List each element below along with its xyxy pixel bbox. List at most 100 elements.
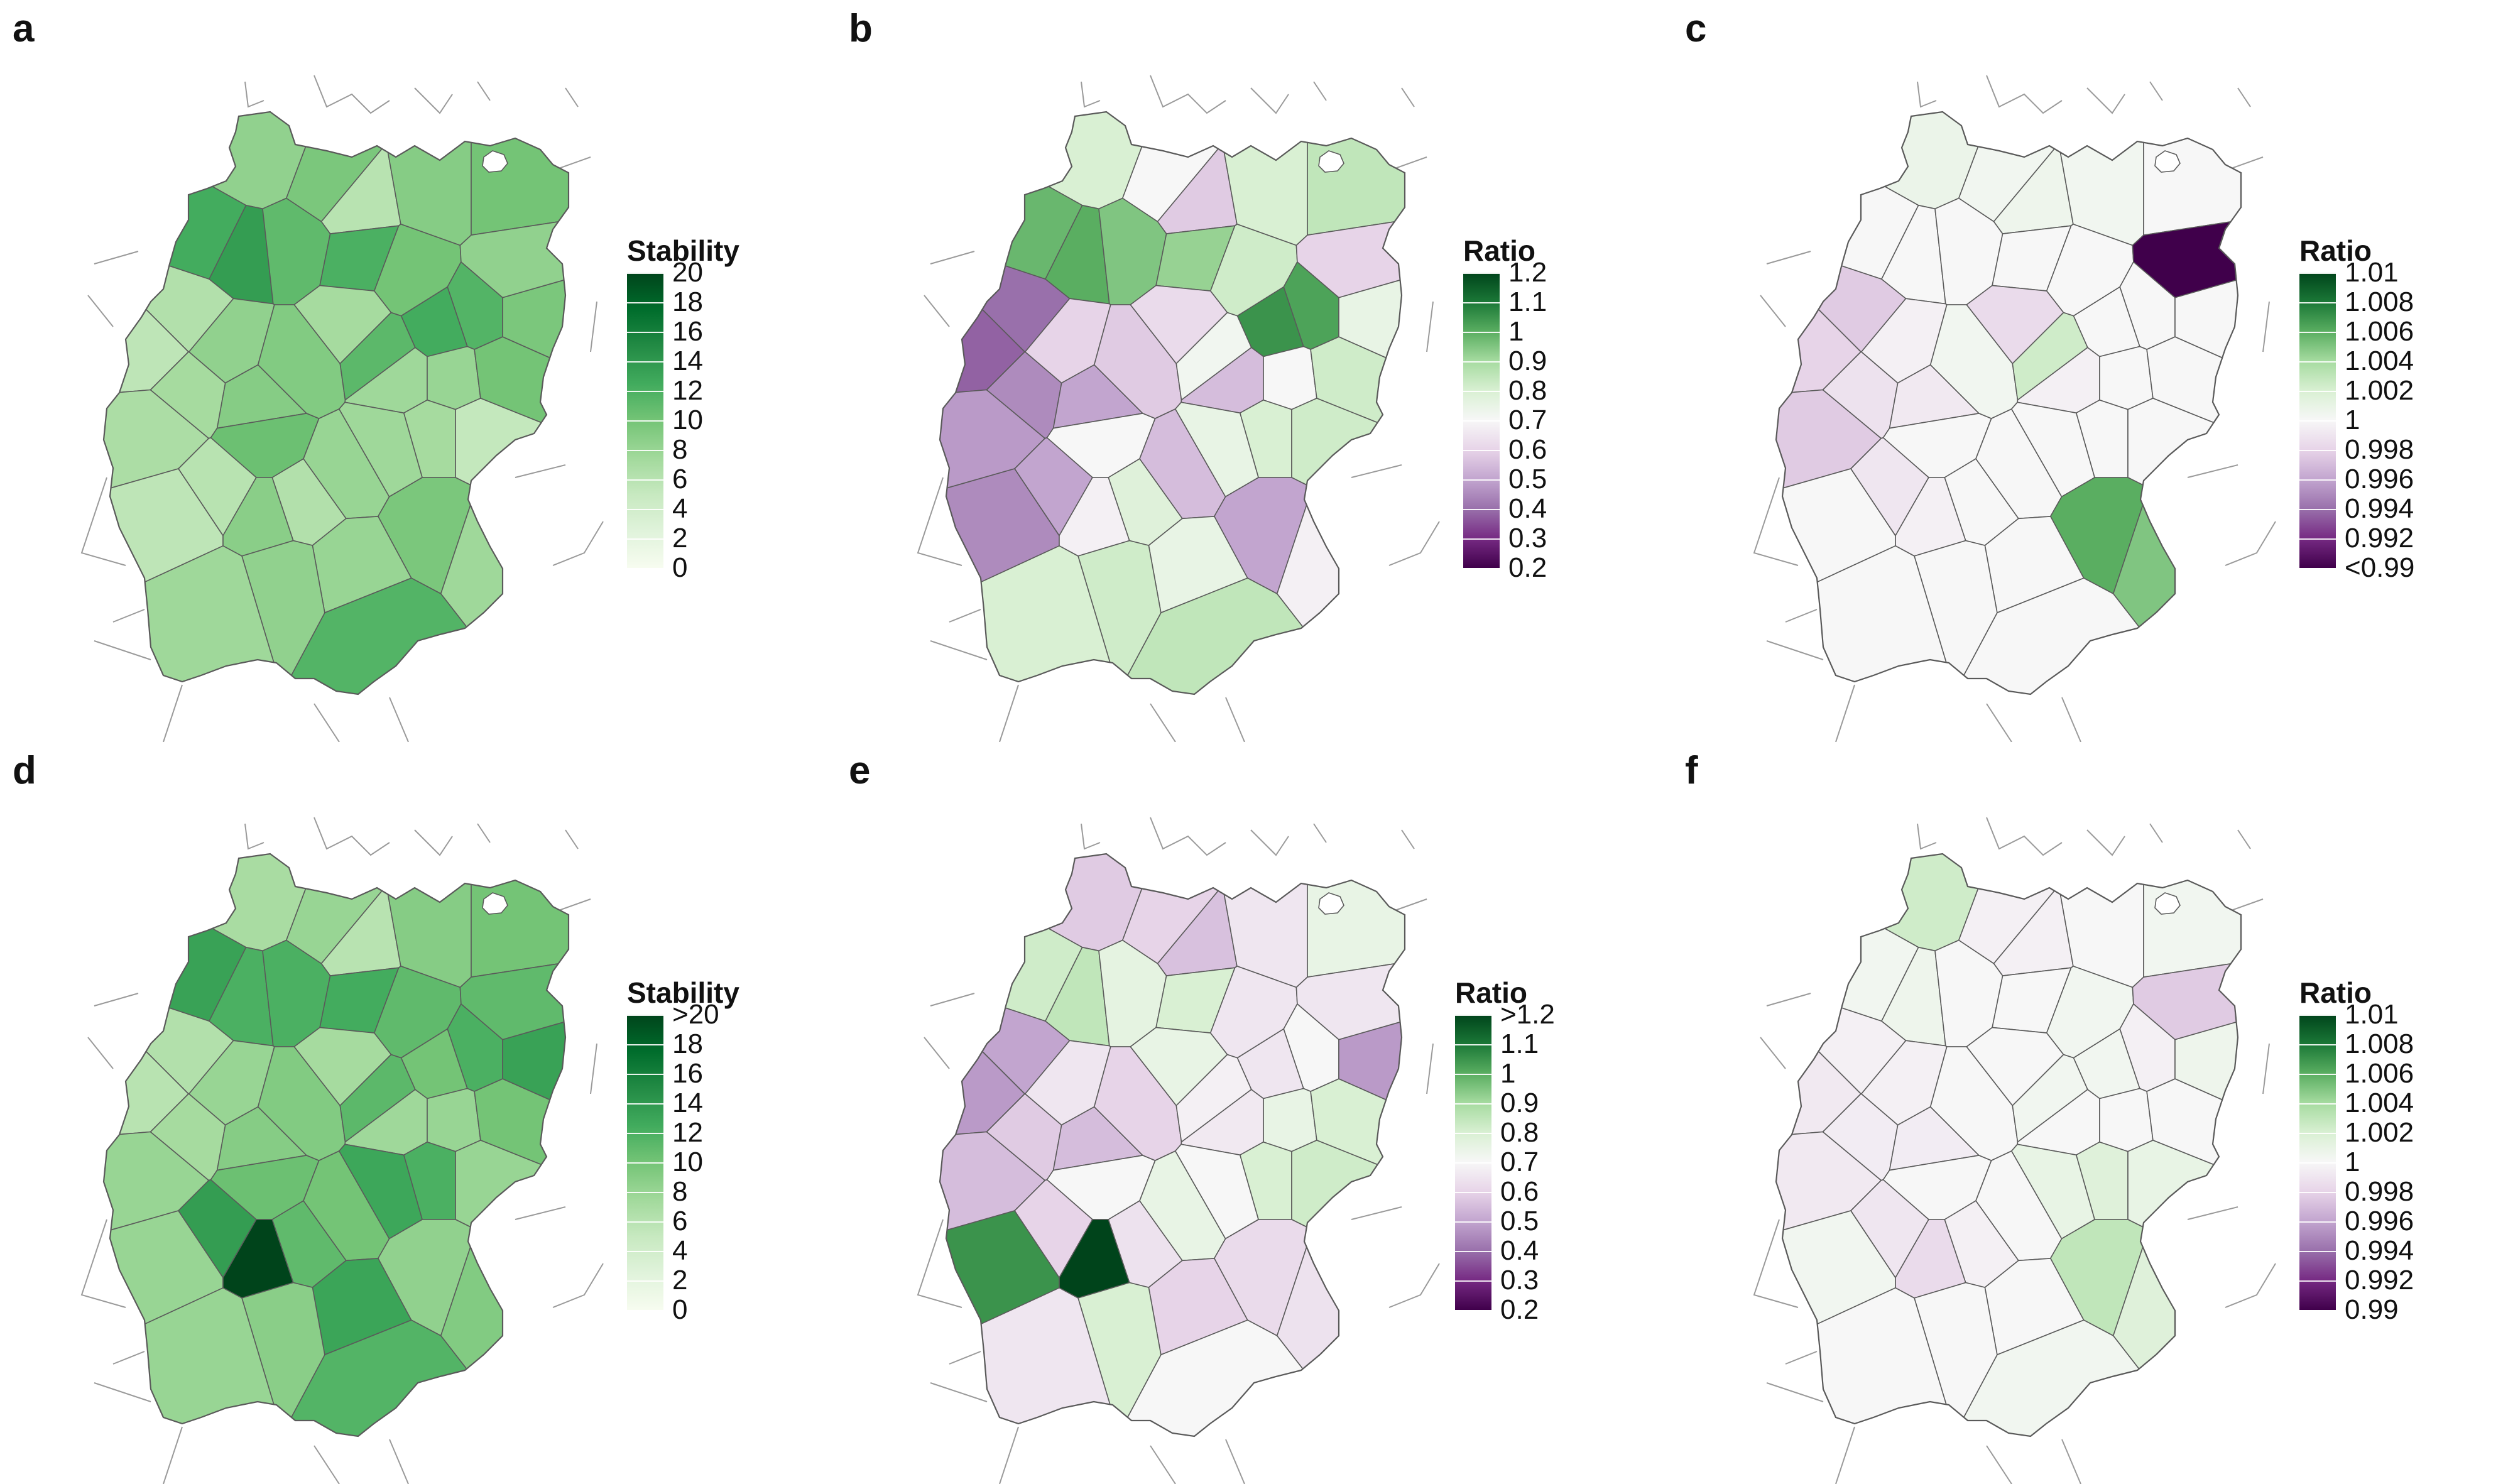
neighbour-border-line <box>1753 477 1799 566</box>
legend-tick <box>1463 332 1500 333</box>
neighbour-border-line <box>244 823 264 850</box>
legend-tick-label: 0.3 <box>1500 1265 1539 1296</box>
region-26 <box>1263 346 1317 410</box>
legend-tick-label: 0.8 <box>1500 1117 1539 1148</box>
legend-tick <box>627 509 663 510</box>
legend-tick-label: 0.99 <box>2345 1294 2399 1325</box>
neighbour-border-line <box>1426 301 1434 352</box>
berlin-hole <box>482 150 508 173</box>
neighbour-border-line <box>314 1445 340 1484</box>
legend-tick <box>627 568 663 569</box>
legend-tick <box>627 420 663 422</box>
legend-tick <box>627 273 663 274</box>
neighbour-border-line <box>1313 823 1327 843</box>
neighbour-border-line <box>2187 1206 2238 1220</box>
legend-tick-label: 4 <box>672 1235 688 1266</box>
legend-tick-label: >1.2 <box>1500 999 1555 1030</box>
country-outline <box>939 111 1406 696</box>
neighbour-border-line <box>87 295 114 327</box>
legend-tick-label: 1.002 <box>2345 375 2414 406</box>
neighbour-border-line <box>1250 87 1289 114</box>
colour-legend: Ratio 1.2 1.1 1 0.9 0.8 0.7 0.6 0.5 0.4 0.3 0.2 <box>1463 234 1547 582</box>
legend-tick-label: 1.006 <box>2345 316 2414 347</box>
legend-tick-label: 8 <box>672 1176 688 1207</box>
legend-tick-label: 1.01 <box>2345 257 2399 288</box>
legend-tick <box>1455 1310 1491 1311</box>
legend-tick <box>1463 568 1500 569</box>
neighbour-border-line <box>1753 1219 1799 1308</box>
legend-tick <box>627 302 663 303</box>
legend-tick-label: 10 <box>672 405 703 435</box>
legend-tick <box>1455 1162 1491 1164</box>
legend-tick-label: 1.004 <box>2345 346 2414 376</box>
berlin-hole <box>2154 892 2181 915</box>
legend-tick <box>1463 479 1500 481</box>
legend-tick <box>2299 1074 2336 1075</box>
neighbour-border-line <box>1917 823 1937 850</box>
legend-tick <box>2299 1015 2336 1016</box>
region-23 <box>1966 1027 2064 1106</box>
legend-tick <box>627 391 663 392</box>
map-panel-a: a Stability 20 18 16 14 12 10 8 6 4 2 0 <box>0 0 836 742</box>
legend-tick <box>627 1044 663 1045</box>
neighbour-border-line <box>2225 1263 2276 1308</box>
neighbour-border-line <box>389 697 409 742</box>
legend-tick <box>2299 420 2336 422</box>
legend-tick <box>1455 1103 1491 1105</box>
neighbour-border-line <box>565 87 579 107</box>
legend-tick <box>2299 1103 2336 1105</box>
map-panel-d: d Stability >20 18 16 14 12 10 8 6 4 2 0 <box>0 742 836 1484</box>
region-5 <box>2143 880 2242 978</box>
legend-tick-label: 1 <box>1508 316 1524 347</box>
neighbour-border-line <box>1986 817 2063 856</box>
neighbour-border-line <box>1351 1206 1402 1220</box>
country-outline <box>102 853 570 1438</box>
legend-tick-label: 1.1 <box>1500 1028 1539 1059</box>
neighbour-border-line <box>1766 993 1811 1007</box>
country-outline <box>102 111 570 696</box>
country-outline <box>939 853 1406 1438</box>
berlin-hole <box>482 892 508 915</box>
region-26 <box>427 346 481 410</box>
neighbour-border-line <box>1150 75 1226 114</box>
legend-tick-label: 1.008 <box>2345 286 2414 317</box>
neighbour-border-line <box>1081 823 1101 850</box>
legend-tick <box>1455 1044 1491 1045</box>
neighbour-border-line <box>1081 81 1101 108</box>
legend-tick <box>1463 391 1500 392</box>
region-23 <box>1130 1027 1228 1106</box>
neighbour-border-line <box>949 609 981 623</box>
neighbour-border-line <box>1150 703 1176 742</box>
neighbour-border-line <box>94 251 139 265</box>
neighbour-border-line <box>1986 703 2012 742</box>
legend-tick-label: 18 <box>672 286 703 317</box>
neighbour-border-line <box>477 81 491 101</box>
region-26 <box>2099 346 2154 410</box>
region-23 <box>1130 285 1228 364</box>
neighbour-border-line <box>565 829 579 849</box>
panel-letter: a <box>13 7 35 50</box>
legend-tick <box>627 538 663 540</box>
legend-tick-label: 1.008 <box>2345 1028 2414 1059</box>
legend-title: Ratio <box>1463 234 1535 267</box>
legend-tick <box>1455 1221 1491 1223</box>
neighbour-border-line <box>163 684 183 742</box>
neighbour-border-line <box>1760 1037 1786 1069</box>
legend-tick-label: <0.99 <box>2345 552 2415 583</box>
neighbour-border-line <box>2225 521 2276 566</box>
legend-tick <box>1455 1074 1491 1075</box>
legend-tick-label: 0.994 <box>2345 493 2414 524</box>
region-23 <box>293 285 392 364</box>
legend-tick-label: 1 <box>2345 405 2360 435</box>
colour-legend: Ratio >1.2 1.1 1 0.9 0.8 0.7 0.6 0.5 0.4 0.3 0.2 <box>1455 976 1555 1324</box>
legend-tick <box>627 1103 663 1105</box>
legend-tick-label: 1.002 <box>2345 1117 2414 1148</box>
legend-tick-label: 2 <box>672 523 688 554</box>
legend-tick-label: 0.6 <box>1500 1176 1539 1207</box>
legend-body: 20 18 16 14 12 10 8 6 4 2 0 <box>627 259 739 582</box>
panel-letter: f <box>1685 749 1698 792</box>
legend-tick-label: 0.998 <box>2345 434 2414 465</box>
region-23 <box>1966 285 2064 364</box>
legend-tick <box>2299 1133 2336 1134</box>
legend-tick-label: 1.01 <box>2345 999 2399 1030</box>
